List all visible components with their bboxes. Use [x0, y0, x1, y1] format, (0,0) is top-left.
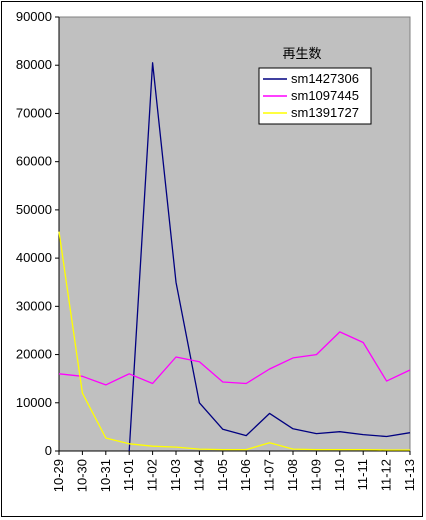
y-tick-label: 0: [45, 443, 52, 458]
y-tick-label: 80000: [16, 57, 52, 72]
series-line-sm1391727: [58, 231, 410, 451]
x-tick-label: 11-04: [191, 459, 206, 491]
x-tick-label: 10-29: [51, 459, 66, 492]
y-tick-label: 70000: [16, 105, 52, 120]
x-tick-label: 11-08: [285, 459, 300, 491]
y-tick-label: 30000: [16, 298, 52, 313]
legend-entry-label: sm1097445: [291, 88, 359, 103]
y-tick-label: 50000: [16, 202, 52, 217]
legend-entry-label: sm1427306: [291, 71, 359, 86]
x-tick-label: 11-06: [238, 459, 253, 491]
legend-title: 再生数: [282, 47, 321, 62]
y-tick-label: 10000: [16, 395, 52, 410]
x-tick-label: 11-03: [168, 459, 183, 491]
series-line-sm1427306: [128, 62, 411, 452]
legend-entry-label: sm1391727: [291, 105, 359, 120]
y-tick-label: 60000: [16, 154, 52, 169]
y-tick-label: 90000: [16, 9, 52, 24]
y-tick-label: 40000: [16, 250, 52, 265]
x-tick-label: 11-05: [215, 459, 230, 491]
x-tick-label: 11-13: [402, 459, 417, 491]
x-tick-label: 11-10: [332, 459, 347, 491]
x-tick-label: 11-11: [355, 459, 370, 490]
y-tick-label: 20000: [16, 347, 52, 362]
x-tick-label: 10-31: [98, 459, 113, 492]
x-tick-label: 11-09: [308, 459, 323, 491]
x-tick-label: 10-30: [74, 459, 89, 492]
x-tick-label: 11-12: [379, 459, 394, 491]
series-line-sm1097445: [58, 331, 411, 386]
x-tick-label: 11-02: [145, 459, 160, 491]
x-tick-label: 11-01: [121, 459, 136, 491]
x-tick-label: 11-07: [262, 459, 277, 491]
legend: 再生数 sm1427306 sm1097445 sm1391727: [258, 47, 372, 125]
